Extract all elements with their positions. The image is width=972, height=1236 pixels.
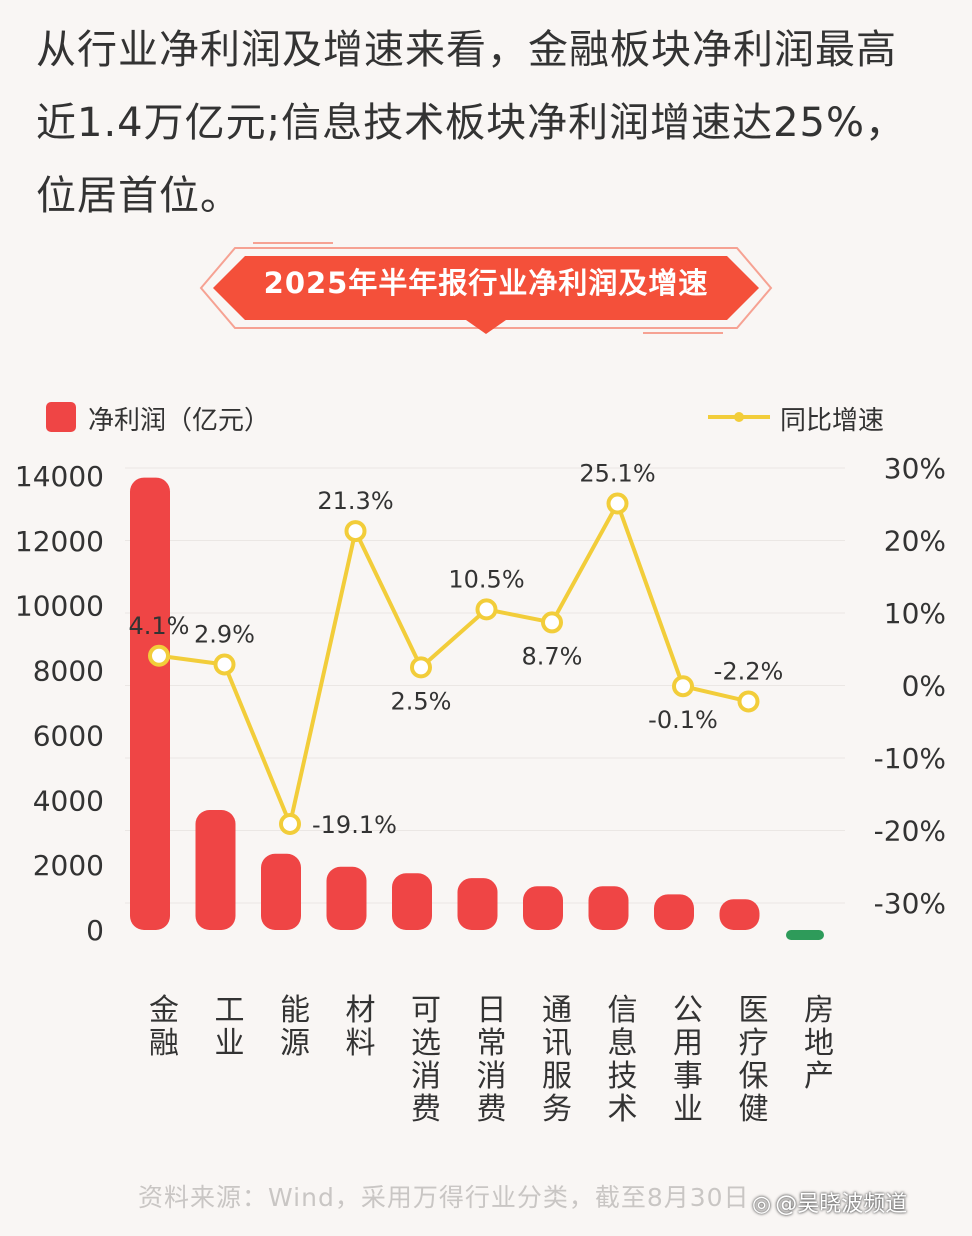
bar-材料	[326, 866, 367, 930]
right-axis-tick-label: -20%	[874, 815, 946, 848]
category-label: 能	[280, 993, 310, 1028]
category-label: 通	[542, 993, 572, 1028]
watermark-text: @吴晓波频道	[775, 1192, 908, 1217]
growth-label: 2.9%	[194, 620, 255, 648]
bar-工业	[195, 810, 236, 930]
source-note: 资料来源：Wind，采用万得行业分类，截至8月30日	[138, 1183, 750, 1212]
growth-label: 25.1%	[579, 460, 655, 488]
growth-point-材料	[344, 520, 367, 543]
chart-title: 2025年半年报行业净利润及增速	[263, 266, 709, 300]
combo-chart: 0 2000 4000 6000 8000 10000 12000 14000 30% 20% 10…	[15, 452, 946, 1127]
growth-label: 10.5%	[448, 565, 524, 593]
category-label: 用	[673, 1026, 703, 1061]
watermark: ◎ @吴晓波频道	[752, 1186, 907, 1218]
legend-bar-label: 净利润（亿元）	[88, 406, 271, 436]
left-axis-tick-label: 6000	[33, 719, 104, 752]
category-label: 事	[673, 1059, 703, 1094]
growth-point-医疗保健	[737, 690, 760, 713]
right-axis-tick-label: 0%	[902, 670, 946, 703]
growth-point-公用事业	[672, 675, 694, 698]
left-axis-tick-label: 14000	[15, 460, 104, 493]
legend-line-swatch	[708, 412, 770, 422]
category-label: 金	[149, 993, 179, 1028]
category-label: 可	[411, 993, 441, 1028]
category-label: 费	[411, 1092, 441, 1127]
category-label: 材	[346, 993, 376, 1028]
legend-bar-swatch	[46, 402, 76, 432]
headline: 从行业净利润及增速来看，金融板块净利润最高近1.4万亿元;信息技术板块净利润增速…	[36, 27, 906, 219]
growth-point-日常消费	[475, 598, 498, 621]
category-label: 消	[411, 1059, 441, 1094]
category-label: 产	[804, 1059, 834, 1094]
bar-房地产	[786, 930, 824, 940]
category-label: 融	[149, 1026, 179, 1061]
growth-label: 8.7%	[522, 642, 583, 670]
category-label: 疗	[739, 1026, 769, 1061]
growth-point-工业	[213, 653, 236, 676]
category-label: 日	[477, 993, 507, 1028]
category-label: 务	[542, 1092, 572, 1127]
category-label: 保	[739, 1059, 769, 1094]
left-axis-tick-label: 4000	[33, 784, 104, 817]
bar-信息技术	[588, 886, 629, 930]
growth-line	[158, 501, 749, 826]
right-axis-tick-label: 10%	[884, 597, 946, 630]
bar-公用事业	[654, 894, 694, 930]
growth-point-通讯服务	[541, 611, 563, 634]
category-label: 服	[542, 1059, 572, 1094]
category-label: 源	[280, 1026, 310, 1061]
growth-label: 2.5%	[391, 687, 452, 715]
left-axis-tick-label: 8000	[33, 655, 104, 688]
category-label: 信	[608, 993, 638, 1028]
growth-label: 4.1%	[129, 612, 190, 640]
category-label: 公	[673, 993, 703, 1028]
category-label: 术	[608, 1092, 638, 1127]
growth-point-能源	[279, 812, 301, 835]
growth-label: -2.2%	[714, 657, 784, 685]
category-label: 健	[739, 1092, 769, 1127]
growth-label: -19.1%	[312, 811, 397, 839]
category-label: 房	[804, 993, 834, 1028]
bar-日常消费	[457, 878, 498, 930]
banner-shape	[199, 242, 773, 334]
bar-可选消费	[392, 873, 432, 930]
growth-point-金融	[148, 644, 170, 667]
category-label: 息	[608, 1026, 638, 1061]
category-label: 讯	[542, 1026, 572, 1061]
category-label: 业	[215, 1026, 245, 1061]
left-axis-tick-label: 2000	[33, 849, 104, 882]
growth-point-可选消费	[410, 656, 432, 679]
category-label: 技	[608, 1059, 638, 1094]
right-axis-tick-label: -10%	[874, 742, 946, 775]
growth-label: -0.1%	[648, 706, 718, 734]
weibo-icon: ◎	[752, 1192, 772, 1217]
growth-label: 21.3%	[317, 487, 393, 515]
category-label: 选	[411, 1026, 441, 1061]
category-label: 常	[477, 1026, 507, 1061]
bar-金融	[130, 477, 170, 930]
category-label: 消	[477, 1059, 507, 1094]
legend-line-label: 同比增速	[780, 406, 885, 436]
category-label: 费	[477, 1092, 507, 1127]
growth-point-信息技术	[606, 492, 629, 515]
category-label: 业	[673, 1092, 703, 1127]
bar-能源	[261, 853, 301, 930]
right-axis-tick-label: 30%	[884, 452, 946, 485]
category-label: 医	[739, 993, 769, 1028]
bar-医疗保健	[719, 899, 760, 930]
left-axis-tick-label: 10000	[15, 590, 104, 623]
right-axis-tick-label: 20%	[884, 525, 946, 558]
left-axis-tick-label: 12000	[15, 525, 104, 558]
category-label: 地	[804, 1026, 834, 1061]
chart-title-banner: 2025年半年报行业净利润及增速	[183, 238, 789, 338]
category-label: 工	[215, 993, 245, 1028]
bar-通讯服务	[523, 886, 563, 930]
category-label: 料	[346, 1026, 376, 1061]
left-axis-tick-label: 0	[86, 914, 104, 947]
right-axis-tick-label: -30%	[874, 887, 946, 920]
